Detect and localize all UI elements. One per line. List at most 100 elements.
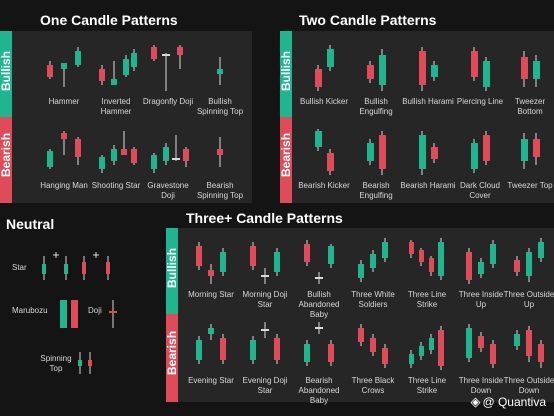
two-candle-panel: Bullish Bearish Bullish Kicker Bullish E…: [279, 31, 554, 203]
neutral-star-candles: [42, 252, 110, 280]
pattern-three-outside-down: Three Outside Down: [501, 320, 554, 396]
doji-candle: [109, 300, 117, 328]
pattern-tweezer-top: Tweezer Top: [502, 125, 554, 191]
pattern-dragonfly-doji: Dragonfly Doji: [140, 41, 196, 107]
pattern-label: Morning Doji Star: [242, 290, 288, 309]
brand-prefix: @: [482, 395, 495, 409]
gravestone-doji-candles: [151, 135, 189, 173]
bearish-spinning-top-candles: [217, 137, 223, 167]
three-inside-up-candles: [466, 240, 496, 284]
pattern-label: Bearish Spinning Top: [196, 181, 244, 200]
pattern-bullish-harami: Bullish Harami: [400, 41, 456, 107]
bullish-harami-candles: [419, 47, 438, 91]
bearish-label: Bearish: [165, 330, 179, 375]
pattern-label: Shooting Star: [91, 181, 141, 190]
three-black-crows-candles: [358, 324, 388, 368]
pattern-three-outside-up: Three Outside Up: [501, 234, 554, 310]
pattern-dark-cloud-cover: Dark Cloud Cover: [452, 125, 508, 201]
dragonfly-doji-candles: [151, 45, 183, 91]
pattern-label: Inverted Hammer: [100, 97, 132, 116]
pattern-shooting-star: Shooting Star: [88, 125, 144, 191]
pattern-bearish-spinning-top: Bearish Spinning Top: [192, 125, 248, 201]
pattern-label: Three White Soldiers: [351, 290, 395, 309]
shooting-star-candles: [99, 131, 137, 173]
three-candle-panel: Bullish Bearish Morning Star Morning Doj…: [165, 228, 554, 405]
pattern-label: Bullish Harami: [402, 97, 454, 106]
brand-watermark: ◈ @ Quantiva: [470, 394, 546, 410]
pattern-label: Evening Star: [188, 376, 234, 385]
pattern-label: Bearish Engulfing: [359, 181, 393, 200]
pattern-bullish-spinning-top: Bullish Spinning Top: [192, 41, 248, 117]
pattern-hammer: Hammer: [36, 41, 92, 107]
three-inside-down-candles: [466, 324, 496, 368]
pattern-inverted-hammer: Inverted Hammer: [88, 41, 144, 117]
pattern-label: Dark Cloud Cover: [459, 181, 500, 200]
two-candle-title: Two Candle Patterns: [299, 12, 437, 28]
pattern-label: Three Inside Down: [458, 376, 504, 395]
bullish-abandoned-baby-candles: [304, 240, 334, 284]
hanging-man-candles: [47, 131, 81, 169]
inverted-hammer-candles: [99, 49, 137, 85]
pattern-label: Bullish Engulfing: [359, 97, 393, 116]
bearish-harami-candles: [419, 131, 438, 175]
bullish-engulfing-candles: [367, 49, 386, 91]
pattern-bearish-harami: Bearish Harami: [400, 125, 456, 191]
dark-cloud-cover-candles: [471, 131, 490, 173]
pattern-morning-star: Morning Star: [183, 234, 239, 300]
pattern-hanging-man: Hanging Man: [36, 125, 92, 191]
pattern-piercing-line: Piercing Line: [452, 41, 508, 107]
pattern-three-inside-down: Three Inside Down: [453, 320, 509, 396]
pattern-label: Three Line Strike: [407, 376, 447, 395]
neutral-spinning-top-label: Spinning Top: [38, 354, 74, 374]
bearish-kicker-candles: [315, 129, 334, 175]
pattern-bullish-engulfing: Bullish Engulfing: [348, 41, 404, 117]
pattern-three-white-soldiers: Three White Soldiers: [345, 234, 401, 310]
evening-star-candles: [196, 324, 226, 364]
neutral-marubozu-label: Marubozu: [12, 306, 48, 315]
pattern-label: Three Outside Up: [503, 290, 554, 309]
bullish-bar: Bullish: [165, 228, 179, 314]
three-white-soldiers-candles: [358, 238, 388, 282]
pattern-tweezer-bottom: Tweezer Bottom: [502, 41, 554, 117]
pattern-label: Bearish Abandoned Baby: [298, 376, 340, 405]
bearish-bar: Bearish: [0, 117, 13, 203]
spinning-top-candles: [78, 352, 92, 374]
pattern-label: Bullish Spinning Top: [196, 97, 244, 116]
pattern-label: Three Inside Up: [458, 290, 504, 309]
pattern-label: Gravestone Doji: [147, 181, 189, 200]
pattern-morning-doji-star: Morning Doji Star: [237, 234, 293, 310]
pattern-label: Morning Star: [188, 290, 234, 299]
three-outside-down-candles: [514, 326, 544, 368]
hammer-candles: [47, 47, 81, 87]
one-candle-panel: Bullish Bearish Hammer Inverted Hammer D…: [0, 31, 252, 203]
pattern-label: Evening Doji Star: [242, 376, 288, 395]
pattern-label: Piercing Line: [456, 97, 504, 106]
bearish-label: Bearish: [279, 132, 293, 177]
three-candle-title: Three+ Candle Patterns: [186, 210, 343, 226]
pattern-label: Three Outside Down: [503, 376, 554, 395]
piercing-line-candles: [471, 47, 490, 91]
pattern-label: Bullish Kicker: [299, 97, 348, 106]
pattern-label: Hanging Man: [40, 181, 88, 190]
one-candle-title: One Candle Patterns: [40, 12, 178, 28]
bearish-abandoned-baby-candles: [304, 322, 334, 366]
bearish-bar: Bearish: [165, 314, 179, 402]
pattern-label: Dragonfly Doji: [142, 97, 194, 106]
pattern-three-line-strike-bull: Three Line Strike: [399, 234, 455, 310]
bearish-label: Bearish: [0, 132, 13, 177]
pattern-gravestone-doji: Gravestone Doji: [140, 125, 196, 201]
neutral-title: Neutral: [6, 216, 55, 232]
three-outside-up-candles: [514, 238, 544, 282]
pattern-bullish-abandoned-baby: Bullish Abandoned Baby: [291, 234, 347, 320]
bullish-spinning-top-candles: [217, 57, 223, 85]
evening-doji-star-candles: [250, 322, 280, 364]
spinning-top-text: Spinning Top: [40, 354, 72, 373]
morning-doji-star-candles: [250, 242, 280, 284]
neutral-star-label: Star: [12, 263, 27, 272]
three-line-strike-bear-candles: [409, 326, 444, 370]
pattern-label: Hammer: [48, 97, 80, 106]
tweezer-bottom-candles: [521, 51, 540, 87]
pattern-label: Bullish Abandoned Baby: [298, 290, 340, 319]
pattern-label: Bearish Harami: [400, 181, 456, 190]
pattern-bearish-engulfing: Bearish Engulfing: [348, 125, 404, 201]
